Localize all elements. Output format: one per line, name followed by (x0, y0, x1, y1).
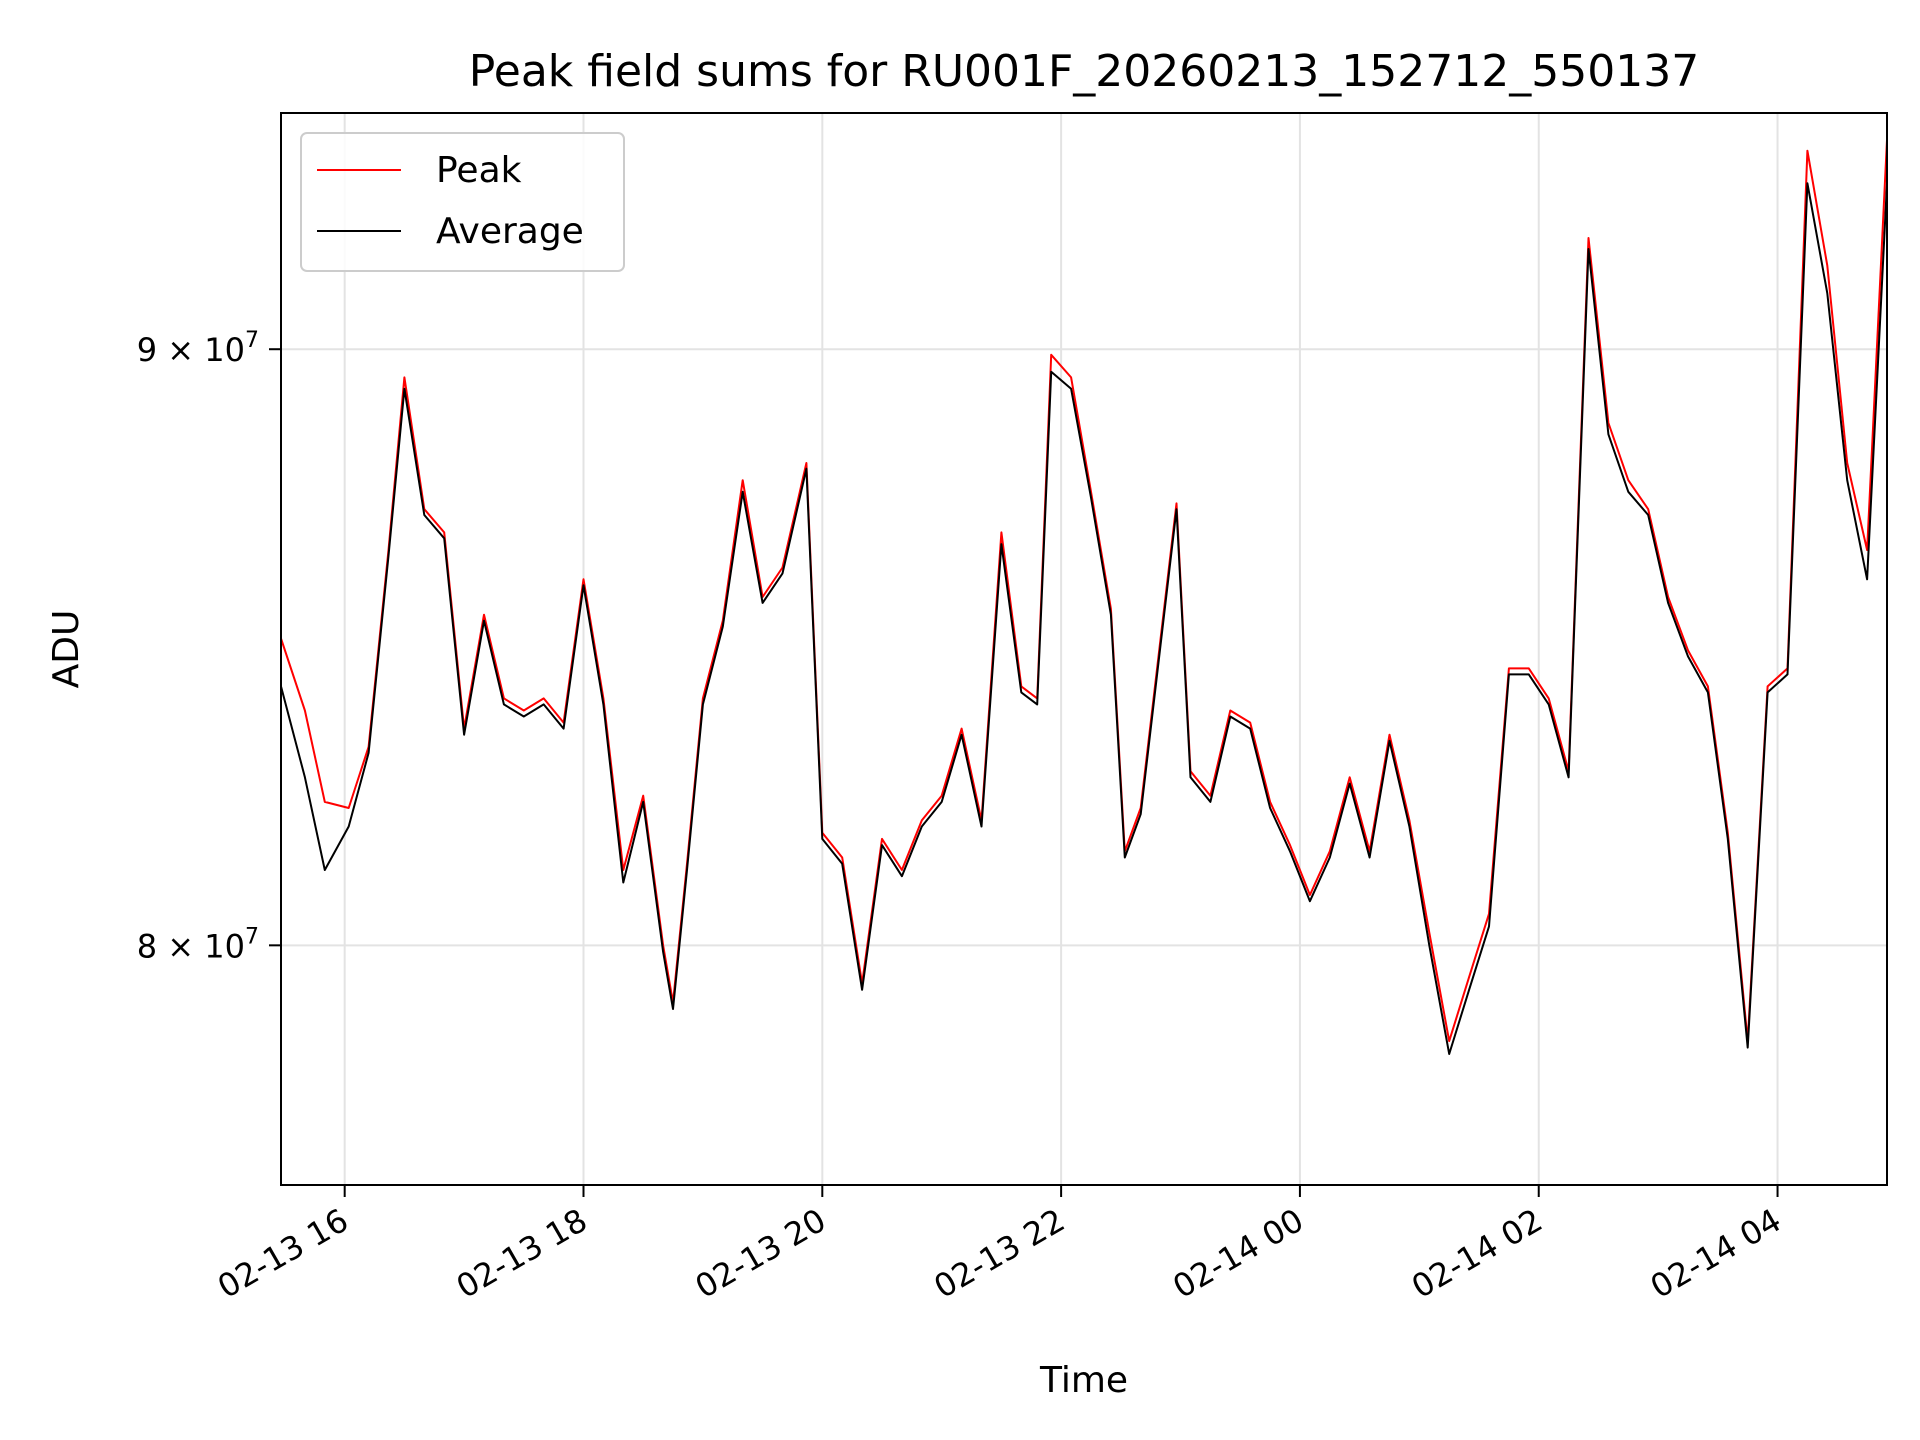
legend-label-average: Average (436, 211, 584, 252)
x-axis-label: Time (1039, 1360, 1128, 1401)
series-line-average (280, 182, 1888, 1055)
plot-frame (280, 112, 1888, 1186)
legend-label-peak: Peak (436, 150, 522, 191)
legend-box (300, 132, 625, 272)
y-tick-label: 8 × 107 (137, 924, 259, 965)
y-axis-ticks: 8 × 107 9 × 107 (137, 328, 281, 965)
series-line-peak (280, 139, 1888, 1043)
y-tick-label: 9 × 107 (137, 328, 259, 369)
y-axis-label: ADU (46, 610, 87, 689)
grid (281, 113, 1887, 1185)
legend: Peak Average (300, 132, 625, 272)
series-layer (280, 139, 1888, 1055)
chart-title: Peak field sums for RU001F_20260213_1527… (469, 46, 1699, 97)
